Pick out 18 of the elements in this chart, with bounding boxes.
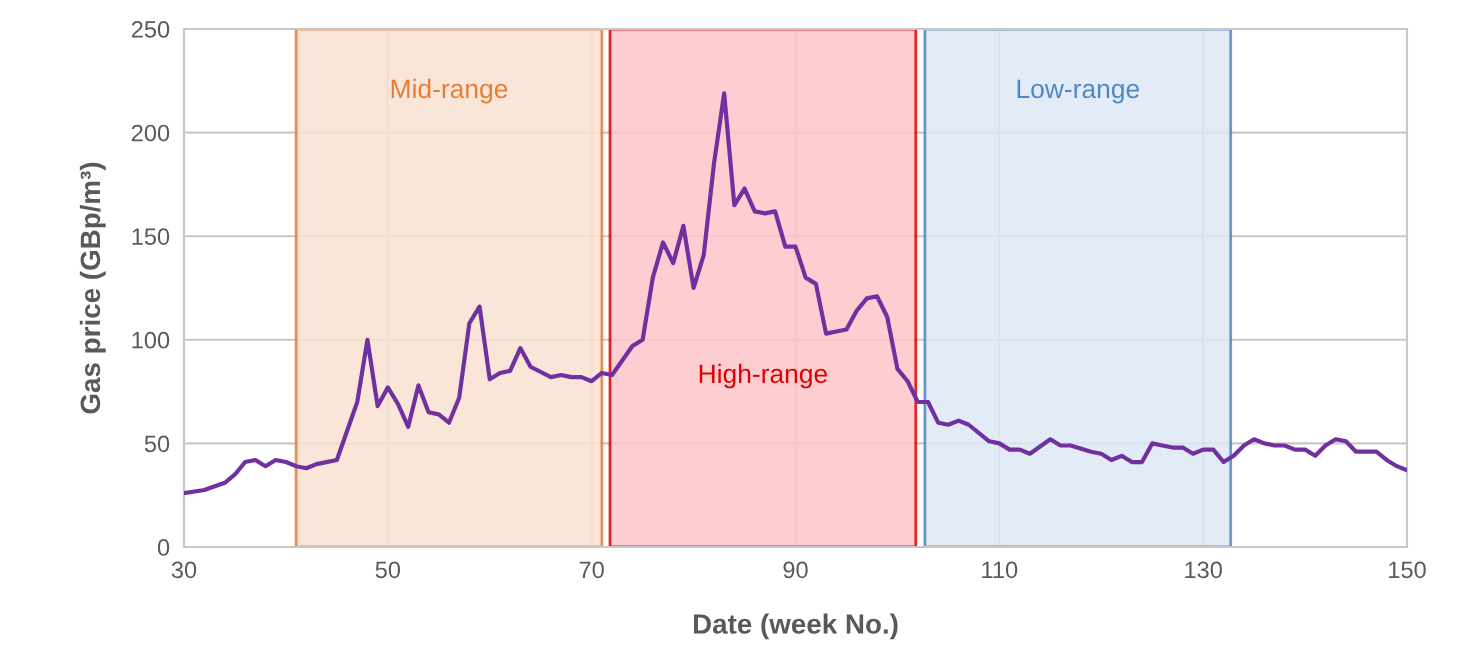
y-tick-label: 200 xyxy=(131,124,170,142)
y-tick-label: 0 xyxy=(157,539,170,556)
y-tick-label: 150 xyxy=(132,228,170,245)
y-axis-title: Gas price (GBp/m³) xyxy=(79,162,106,414)
x-axis-title: Date (week No.) xyxy=(693,613,898,640)
x-tick-label: 110 xyxy=(982,561,1018,579)
band-label: High-range xyxy=(699,363,827,389)
x-tick-label: 30 xyxy=(171,561,197,579)
x-tick-label: 50 xyxy=(375,561,401,579)
x-tick-label: 90 xyxy=(783,561,808,579)
x-tick-label: 70 xyxy=(579,561,604,579)
band-label: Mid-range xyxy=(391,78,508,104)
y-tick-label: 50 xyxy=(144,435,170,453)
x-tick-label: 130 xyxy=(1185,561,1222,579)
y-tick-label: 250 xyxy=(131,21,170,38)
x-tick-label: 150 xyxy=(1389,561,1426,579)
band-label: Low-range xyxy=(1017,79,1139,104)
y-tick-label: 100 xyxy=(132,331,170,349)
